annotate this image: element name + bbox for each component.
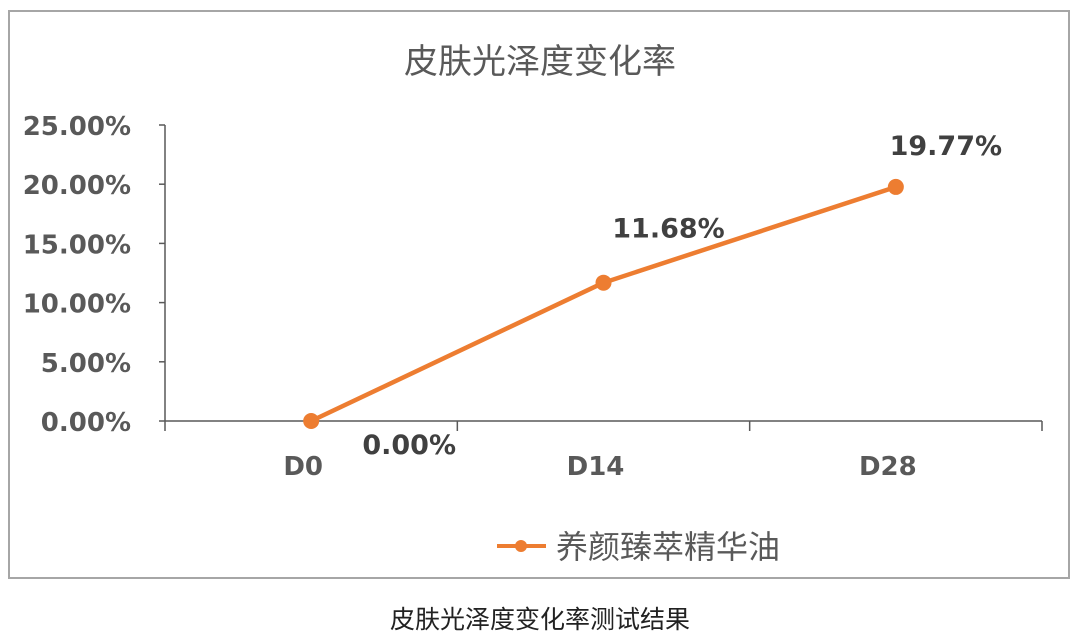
data-point [887,178,904,195]
data-point [303,413,320,429]
y-tick-label: 20.00% [23,171,131,201]
legend-label: 养颜臻萃精华油 [556,528,780,566]
y-tick-label: 0.00% [41,408,131,438]
chart-title: 皮肤光泽度变化率 [404,42,676,82]
y-tick-label: 5.00% [41,349,131,379]
x-tick-label: D28 [859,452,917,482]
y-tick-label: 15.00% [23,230,131,260]
data-label: 0.00% [362,430,456,461]
legend: 养颜臻萃精华油 [497,528,780,566]
x-tick-label: D0 [283,452,323,482]
data-label: 11.68% [612,214,724,245]
legend-marker [515,540,527,552]
series-line [310,184,897,424]
data-point [595,274,612,291]
figure-caption: 皮肤光泽度变化率测试结果 [389,605,690,634]
chart-frame [8,10,1070,579]
x-tick-label: D14 [567,452,625,482]
data-label: 19.77% [890,131,1002,162]
y-tick-label: 10.00% [23,290,131,320]
y-tick-label: 25.00% [23,112,131,142]
